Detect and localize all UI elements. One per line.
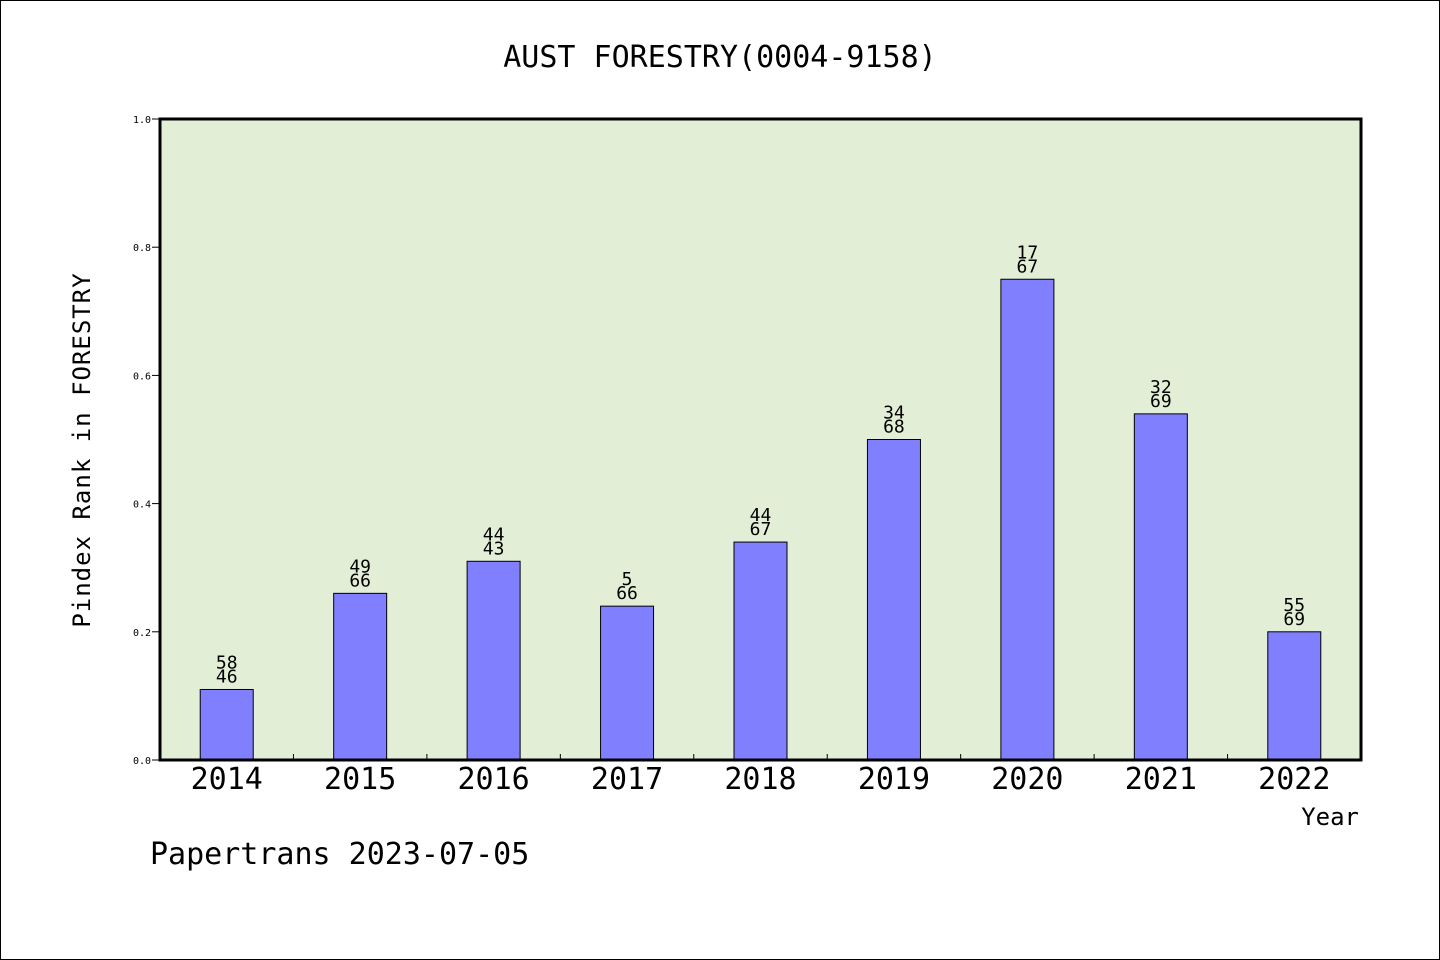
bar-label-top: 5: [622, 569, 633, 590]
bar-label-bottom: 43: [483, 538, 505, 559]
y-tick-label: 0.2: [133, 628, 151, 639]
bar-label-bottom: 67: [1017, 256, 1039, 277]
x-tick-label: 2016: [457, 762, 529, 797]
bar-label-top: 17: [1017, 242, 1039, 263]
x-tick-label: 2020: [991, 762, 1063, 797]
bar: [466, 560, 521, 761]
x-tick-label: 2022: [1258, 762, 1330, 797]
y-tick-label: 1.0: [133, 115, 151, 126]
bar: [1133, 413, 1188, 761]
bar-label-top: 49: [349, 556, 371, 577]
chart-title: AUST FORESTRY(0004-9158): [503, 40, 936, 75]
bar: [1000, 278, 1055, 761]
bar-label-top: 58: [216, 652, 238, 673]
x-tick-label: 2018: [724, 762, 796, 797]
x-axis-label: Year: [1301, 803, 1359, 831]
x-axis: 2014 2015 2016 2017 2018 2019 2020 2021 2022: [191, 754, 1330, 797]
y-tick-label: 0.4: [133, 500, 151, 511]
footer-credit: Papertrans 2023-07-05: [150, 837, 529, 872]
bar-label-top: 55: [1283, 595, 1305, 616]
bars: [199, 278, 1322, 761]
y-axis-label: Pindex Rank in FORESTRY: [68, 272, 96, 627]
bar: [600, 605, 655, 761]
x-tick-label: 2019: [858, 762, 930, 797]
bar-label-top: 44: [483, 524, 505, 545]
bar: [1267, 631, 1322, 761]
x-tick-label: 2015: [324, 762, 396, 797]
bar-label-bottom: 69: [1283, 609, 1305, 630]
y-tick-label: 0.0: [133, 756, 151, 767]
x-tick-label: 2014: [191, 762, 263, 797]
bar: [199, 688, 254, 761]
bar-label-top: 32: [1150, 377, 1172, 398]
x-tick-label: 2017: [591, 762, 663, 797]
x-tick-label: 2021: [1125, 762, 1197, 797]
bar-label-top: 34: [883, 403, 905, 424]
y-axis: 0.0 0.2 0.4 0.6 0.8 1.0: [133, 115, 160, 767]
y-tick-label: 0.6: [133, 371, 151, 382]
bar-label-bottom: 68: [883, 417, 905, 438]
bar-label-bottom: 67: [750, 519, 772, 540]
y-tick-label: 0.8: [133, 243, 151, 254]
bar: [866, 439, 921, 761]
bar-label-bottom: 46: [216, 666, 238, 687]
bar-label-bottom: 66: [349, 570, 371, 591]
bar: [733, 541, 788, 761]
bar: [333, 592, 388, 761]
bar-label-top: 44: [750, 505, 772, 526]
bar-label-bottom: 66: [616, 583, 638, 604]
plot-border: [158, 117, 1363, 762]
bar-label-bottom: 69: [1150, 391, 1172, 412]
